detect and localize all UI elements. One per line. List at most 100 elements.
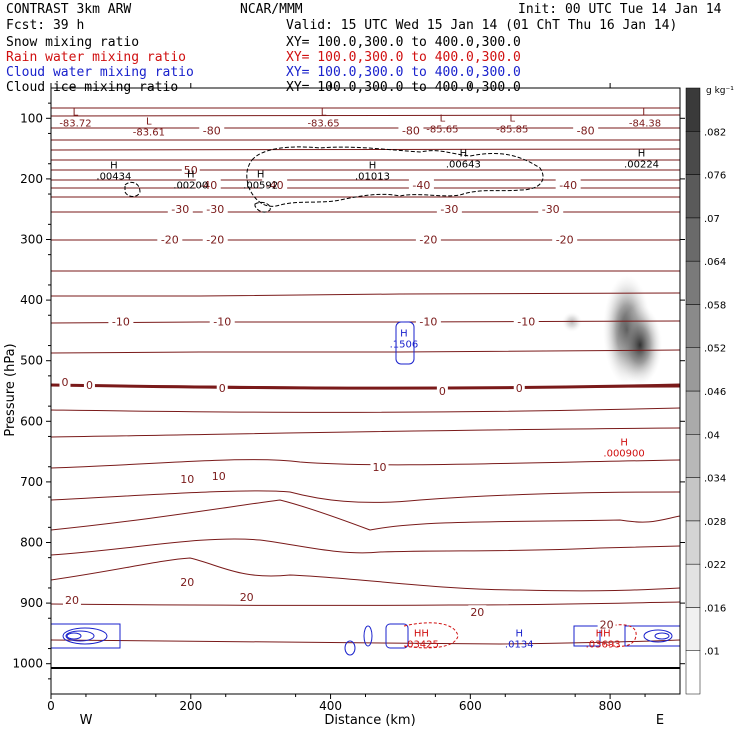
colorbar-unit: g kg⁻¹ [706, 86, 734, 96]
contour-label-bg [59, 374, 71, 388]
contour-label-bg [178, 574, 197, 588]
snow-contour-main [246, 146, 544, 207]
colorbar-bin [685, 607, 701, 651]
extremum-value: .00224 [624, 159, 659, 170]
extremum-value: -85.65 [426, 124, 458, 135]
isotherm [51, 407, 680, 413]
x-tick-label: 800 [599, 699, 622, 713]
x-axis: 0 200 400 600 800 [47, 83, 646, 713]
legend-snow-name: Snow mixing ratio [6, 35, 140, 50]
isotherm-zero [51, 383, 680, 390]
snow-contour-west [124, 181, 141, 197]
cloud-water-contour [62, 627, 108, 645]
contour-label-bg [209, 468, 228, 482]
contour-label: 20 [180, 576, 194, 589]
extremum-letter: H [257, 170, 265, 181]
extremum-letter: L [321, 107, 327, 118]
colorbar-bin [685, 520, 701, 565]
contour-label: -40 [266, 179, 284, 192]
contour-label-bg [597, 617, 616, 631]
extremum-value: .00200 [173, 181, 208, 192]
cloud-water-contour [654, 632, 670, 640]
extremum-value: -85.85 [496, 124, 528, 135]
colorbar-bin [685, 174, 701, 219]
contour-label: -80 [402, 124, 420, 137]
contour-label: 0 [439, 385, 446, 398]
contour-label-bg [237, 590, 256, 604]
contour-label: -10 [517, 315, 535, 328]
contour-label: 50 [184, 164, 198, 177]
legend-cloudwater-xy: XY= 100.0,300.0 to 400.0,300.0 [286, 65, 521, 80]
contour-label-bg [513, 380, 525, 394]
contour-label: -10 [112, 315, 130, 328]
y-tick-label: 1000 [12, 657, 43, 671]
extremum-value: -84.38 [629, 118, 661, 129]
y-tick-label: 200 [20, 172, 43, 186]
extremum-letter: HH [414, 628, 429, 639]
forecast-hour: Fcst: 39 h [6, 18, 85, 33]
contour-label: 0 [516, 382, 523, 395]
contour-label: -40 [559, 179, 577, 192]
extremum-value: .0134 [505, 639, 534, 650]
colorbar-tick-label: .028 [704, 517, 726, 528]
colorbar-bin [685, 347, 701, 392]
init-time: Init: 00 UTC Tue 14 Jan 14 [518, 2, 722, 17]
model-title: CONTRAST 3km ARW [6, 2, 132, 17]
contour-label: -10 [213, 315, 231, 328]
extremum-value: .00643 [446, 159, 481, 170]
contour-label: 0 [219, 382, 226, 395]
extremum-letter: H [515, 628, 523, 639]
contour-label: -20 [206, 234, 224, 247]
extremum-letter: L [73, 107, 79, 118]
extremum-value: .00434 [96, 172, 131, 183]
x-tick-label: 200 [179, 699, 202, 713]
extremum-value: -83.72 [59, 118, 91, 129]
colorbar: .01 .016 .022 .028 .034 .04 .046 .052 .058 .064 .0… [685, 87, 726, 695]
extremum-letter: H [369, 161, 377, 172]
colorbar-tick-label: .046 [704, 387, 726, 398]
y-tick-label: 300 [20, 233, 43, 247]
extremum-value: -83.65 [307, 118, 339, 129]
contour-label-bg [181, 162, 200, 176]
contour-label: 10 [372, 461, 386, 474]
extremum-letter: HH [596, 628, 611, 639]
contour-label-bg [513, 314, 539, 328]
contour-label: 10 [180, 473, 194, 486]
colorbar-tick-label: .052 [704, 344, 726, 355]
contour-label: -80 [577, 124, 595, 137]
contour-label: -30 [542, 203, 560, 216]
x-axis-label: Distance (km) [324, 713, 415, 728]
colorbar-tick-label: .058 [704, 300, 726, 311]
contour-label-bg [83, 377, 95, 391]
isotherm [51, 427, 680, 438]
contour-label: 20 [240, 591, 254, 604]
colorbar-tick-label: .01 [704, 647, 720, 658]
colorbar-bin [685, 477, 701, 522]
isotherm [51, 292, 680, 297]
colorbar-bin [685, 260, 701, 305]
legend-cloudwater-name: Cloud water mixing ratio [6, 65, 194, 80]
contour-label: -20 [161, 234, 179, 247]
extremum-letter: L [509, 113, 515, 124]
contour-label-bg [415, 314, 441, 328]
contour-label-bg [157, 232, 183, 246]
isotherm-20 [51, 557, 680, 592]
contour-label-bg [398, 123, 424, 137]
contour-label: 0 [86, 379, 93, 392]
y-tick-label: 100 [20, 111, 43, 125]
rain-contours [403, 622, 637, 649]
extremum-value: -83.61 [133, 127, 165, 138]
contour-label: -10 [419, 315, 437, 328]
colorbar-tick-label: .034 [704, 474, 726, 485]
legend-snow-xy: XY= 100.0,300.0 to 400.0,300.0 [286, 35, 521, 50]
colorbar-bin [685, 390, 701, 435]
contour-label: -30 [206, 203, 224, 216]
colorbar-tick-label: .07 [704, 214, 720, 225]
contour-label-bg [108, 314, 134, 328]
cloud-water-cell-mid [395, 321, 415, 365]
extremum-value: .000900 [603, 449, 644, 460]
extremum-value: .00592 [243, 181, 278, 192]
